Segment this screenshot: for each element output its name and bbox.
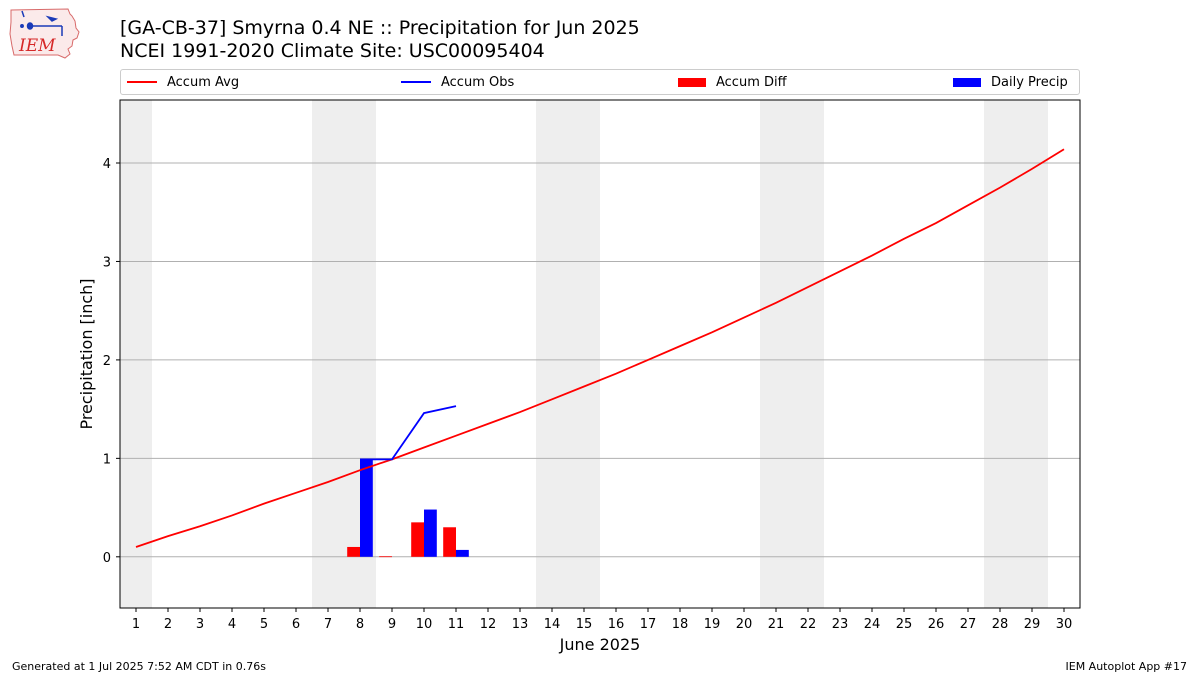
x-tick-label: 12 — [480, 617, 497, 632]
x-tick-label: 24 — [864, 617, 881, 632]
accum-diff-bar — [379, 556, 392, 558]
daily-precip-bar — [456, 549, 469, 557]
x-tick-label: 29 — [1024, 617, 1041, 632]
y-tick-label: 4 — [103, 157, 111, 172]
weekend-shade — [760, 100, 824, 608]
x-tick-label: 14 — [544, 617, 561, 632]
x-tick-label: 26 — [928, 617, 945, 632]
weather-station-icon — [20, 10, 63, 36]
x-tick-label: 28 — [992, 617, 1009, 632]
legend-swatch-accum-avg — [127, 81, 157, 83]
precipitation-chart: 1 2 3 4 5 6 7 8 9 10 11 12 13 14 15 16 17 18 19 20 21 22 23 24 2… — [77, 99, 1081, 654]
x-tick-label: 16 — [608, 617, 625, 632]
x-tick-label: 30 — [1056, 617, 1073, 632]
legend-item-accum-diff: Accum Diff — [678, 70, 787, 94]
weekend-shade — [536, 100, 600, 608]
daily-precip-bar — [424, 509, 437, 557]
legend: Accum Avg Accum Obs Accum Diff Daily Pre… — [120, 69, 1080, 95]
legend-swatch-accum-obs — [401, 81, 431, 83]
x-tick-label: 23 — [832, 617, 849, 632]
x-tick-label: 22 — [800, 617, 817, 632]
iem-logo: IEM — [9, 8, 80, 59]
accum-diff-bar — [443, 527, 456, 557]
x-tick-label: 10 — [416, 617, 433, 632]
y-tick-label: 0 — [103, 551, 111, 566]
footer-generated-text: Generated at 1 Jul 2025 7:52 AM CDT in 0… — [12, 660, 266, 673]
legend-swatch-daily-precip — [953, 77, 981, 87]
logo-text: IEM — [18, 36, 56, 56]
legend-item-accum-avg: Accum Avg — [127, 70, 239, 94]
x-axis-label: June 2025 — [559, 635, 641, 654]
x-tick-label: 9 — [388, 617, 396, 632]
legend-label: Daily Precip — [991, 74, 1068, 90]
x-tick-label: 1 — [132, 617, 140, 632]
x-tick-label: 3 — [196, 617, 204, 632]
legend-label: Accum Avg — [167, 74, 240, 90]
x-tick-label: 6 — [292, 617, 300, 632]
y-tick-label: 3 — [103, 255, 111, 270]
x-tick-label: 18 — [672, 617, 689, 632]
chart-subtitle: NCEI 1991-2020 Climate Site: USC00095404 — [120, 40, 545, 62]
x-tick-label: 7 — [324, 617, 332, 632]
x-tick-label: 17 — [640, 617, 657, 632]
chart-title: [GA-CB-37] Smyrna 0.4 NE :: Precipitatio… — [120, 17, 640, 39]
y-axis-label: Precipitation [inch] — [77, 278, 96, 429]
x-tick-label: 8 — [356, 617, 364, 632]
weekend-shade — [984, 100, 1048, 608]
accum-diff-bar — [411, 522, 424, 557]
x-tick-label: 20 — [736, 617, 753, 632]
legend-label: Accum Diff — [716, 74, 787, 90]
legend-label: Accum Obs — [441, 74, 515, 90]
x-tick-label: 25 — [896, 617, 913, 632]
daily-precip-bar — [360, 459, 373, 557]
x-tick-label: 4 — [228, 617, 236, 632]
weekend-shade — [120, 100, 152, 608]
footer-app-label: IEM Autoplot App #17 — [1065, 660, 1188, 673]
x-tick-label: 21 — [768, 617, 785, 632]
x-tick-label: 27 — [960, 617, 977, 632]
y-tick-label: 2 — [103, 354, 111, 369]
x-tick-label: 13 — [512, 617, 529, 632]
x-tick-label: 5 — [260, 617, 268, 632]
accum-diff-bar — [347, 546, 360, 557]
legend-item-daily-precip: Daily Precip — [953, 70, 1068, 94]
x-tick-label: 11 — [448, 617, 465, 632]
y-tick-label: 1 — [103, 452, 111, 467]
legend-swatch-accum-diff — [678, 77, 706, 87]
accum-avg-line — [135, 148, 1065, 548]
x-tick-label: 2 — [164, 617, 172, 632]
iowa-outline-icon — [9, 8, 80, 59]
x-tick-label: 19 — [704, 617, 721, 632]
plot-frame — [119, 99, 1081, 609]
legend-item-accum-obs: Accum Obs — [401, 70, 514, 94]
x-tick-label: 15 — [576, 617, 593, 632]
accum-obs-line — [360, 405, 457, 461]
